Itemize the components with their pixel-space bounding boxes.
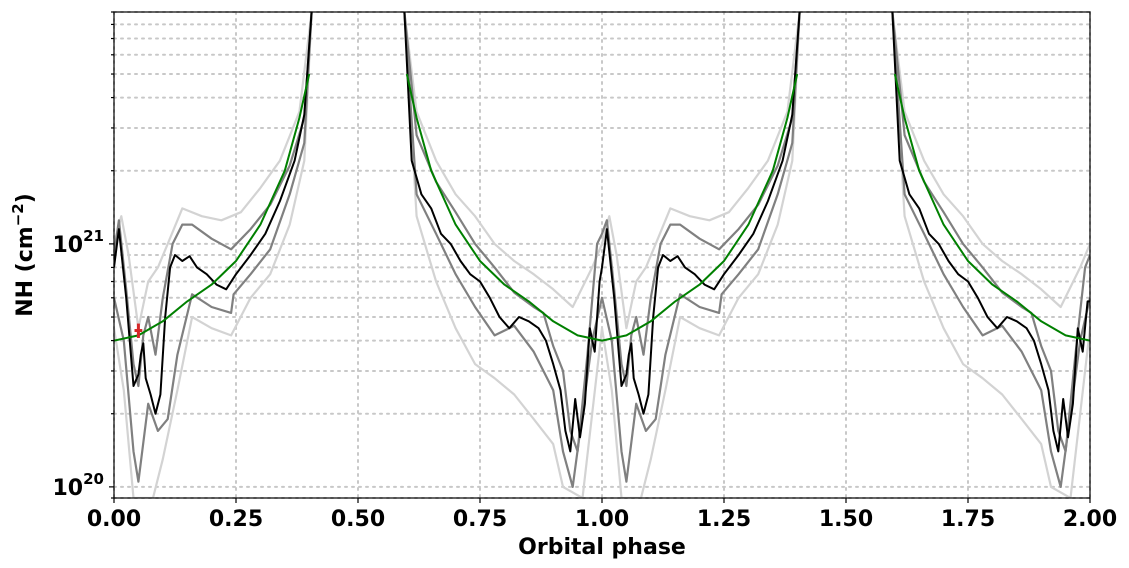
x-axis-ticks: 0.00 0.25 0.50 0.75 1.00 1.25 1.50 1.75 2.00 — [87, 498, 1117, 532]
y-axis-label: NH (cm−2) — [9, 193, 38, 317]
x-axis-label: Orbital phase — [518, 535, 686, 560]
outer_band-line — [403, 12, 801, 330]
y-axis-label-text: NH (cm — [13, 226, 38, 317]
grid — [113, 11, 1091, 499]
y-tick-label: 1020 — [53, 470, 105, 501]
x-tick-label: 2.00 — [1063, 507, 1117, 532]
x-tick-label: 0.00 — [87, 507, 141, 532]
median-lines — [114, 12, 1090, 453]
median-line — [403, 12, 801, 453]
outer_band-line — [891, 12, 1090, 498]
y-tick-label: 1021 — [53, 227, 105, 258]
x-tick-label: 0.25 — [209, 507, 263, 532]
outer_band-line — [403, 12, 801, 498]
x-tick-label: 1.00 — [575, 507, 629, 532]
observation-point — [134, 323, 143, 338]
inner_band-line — [891, 12, 1090, 488]
inner_band-line — [114, 12, 313, 388]
y-axis-label-close: ) — [13, 193, 38, 203]
y-tick-base: 10 — [53, 476, 84, 501]
x-tick-label: 0.50 — [331, 507, 385, 532]
model-curve — [114, 73, 1090, 342]
model-line — [405, 73, 799, 342]
y-tick-exponent: 21 — [83, 227, 104, 245]
y-tick-base: 10 — [53, 233, 84, 258]
median-line — [114, 12, 313, 415]
y-tick-exponent: 20 — [83, 470, 104, 488]
x-tick-label: 1.25 — [697, 507, 751, 532]
model-line — [893, 73, 1090, 342]
x-tick-label: 1.75 — [941, 507, 995, 532]
model-line — [114, 73, 311, 342]
inner-band-lines — [114, 12, 1090, 488]
outer_band-line — [891, 12, 1090, 309]
inner_band-line — [114, 12, 313, 483]
x-tick-label: 1.50 — [819, 507, 873, 532]
y-axis-label-exponent: −2 — [9, 203, 27, 226]
median-line — [891, 12, 1090, 453]
outer_band-line — [114, 12, 313, 498]
inner_band-line — [403, 12, 801, 488]
outer_band-line — [114, 12, 313, 330]
x-tick-label: 0.75 — [453, 507, 507, 532]
outer-band-lines — [114, 12, 1090, 498]
